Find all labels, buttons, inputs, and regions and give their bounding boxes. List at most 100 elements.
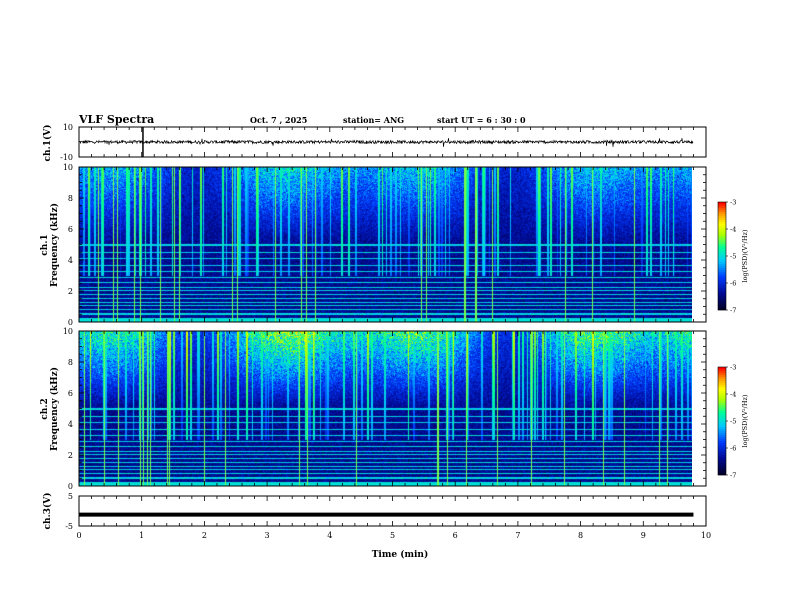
colorbar-segment bbox=[718, 206, 726, 209]
colorbar-segment bbox=[718, 264, 726, 267]
colorbar-segment bbox=[718, 441, 726, 444]
colorbar-segment bbox=[718, 208, 726, 211]
colorbar-segment bbox=[718, 248, 726, 251]
colorbar-segment bbox=[718, 445, 726, 448]
colorbar-segment bbox=[718, 433, 726, 436]
ch2-spectrogram-ylabel-channel: ch.2 bbox=[40, 398, 50, 419]
colorbar-segment bbox=[718, 238, 726, 241]
colorbar-segment bbox=[718, 258, 726, 261]
colorbar-segment bbox=[718, 463, 726, 466]
colorbar-segment bbox=[718, 236, 726, 239]
colorbar-segment bbox=[718, 375, 726, 378]
colorbar-segment bbox=[718, 379, 726, 382]
colorbar-segment bbox=[718, 228, 726, 231]
colorbar-segment bbox=[718, 216, 726, 219]
ch3-ytick-bottom: -5 bbox=[65, 522, 73, 531]
colorbar-tick-label: -3 bbox=[730, 199, 736, 207]
ch2-spectrogram-panel: 0 2 4 6 8 10 ch.2 Frequency (kHz) bbox=[40, 327, 707, 491]
x-tick-label: 2 bbox=[202, 531, 207, 540]
colorbar-segment bbox=[718, 276, 726, 279]
colorbar-segment bbox=[718, 451, 726, 454]
ch2-colorbar: -3 -4 -5 -6 -7 log(PSD)(V²/Hz) bbox=[717, 364, 749, 480]
colorbar-segment bbox=[718, 246, 726, 249]
ch1-spectrogram-panel: 0 2 4 6 8 10 ch.1 Frequency (kHz) bbox=[40, 163, 707, 327]
colorbar-segment bbox=[718, 218, 726, 221]
x-tick-label: 10 bbox=[701, 531, 711, 540]
colorbar-segment bbox=[718, 455, 726, 458]
colorbar-segment bbox=[718, 256, 726, 259]
colorbar-segment bbox=[718, 393, 726, 396]
colorbar-segment bbox=[718, 272, 726, 275]
ch2-spectrogram-ylabel-frequency: Frequency (kHz) bbox=[49, 367, 60, 451]
y-tick-label: 0 bbox=[68, 482, 73, 491]
colorbar-segment bbox=[718, 202, 726, 205]
colorbar-segment bbox=[718, 391, 726, 394]
colorbar-segment bbox=[718, 214, 726, 217]
colorbar-segment bbox=[718, 395, 726, 398]
colorbar-segment bbox=[718, 294, 726, 297]
colorbar-segment bbox=[718, 373, 726, 376]
colorbar-tick-label: -5 bbox=[730, 253, 736, 261]
colorbar-segment bbox=[718, 280, 726, 283]
colorbar-segment bbox=[718, 437, 726, 440]
ch3-waveform-panel: 5 -5 ch.3(V) 0 1 2 3 4 5 6 7 8 9 10 bbox=[42, 492, 711, 540]
y-tick-label: 0 bbox=[68, 318, 73, 327]
date-label: Oct. 7 , 2025 bbox=[250, 115, 307, 125]
ch2-spectrogram-yticks: 0 2 4 6 8 10 bbox=[63, 327, 706, 491]
colorbar-segment bbox=[718, 240, 726, 243]
colorbar-segment bbox=[718, 417, 726, 420]
colorbar-segment bbox=[718, 220, 726, 223]
colorbar-segment bbox=[718, 282, 726, 285]
colorbar-segment bbox=[718, 453, 726, 456]
y-tick-label: 10 bbox=[63, 327, 73, 336]
x-tick-label: 9 bbox=[641, 531, 646, 540]
colorbar-segment bbox=[718, 298, 726, 301]
colorbar-label: log(PSD)(V²/Hz) bbox=[741, 394, 749, 447]
colorbar-segment bbox=[718, 473, 726, 476]
colorbar-segment bbox=[718, 405, 726, 408]
colorbar-tick-label: -6 bbox=[730, 445, 736, 453]
colorbar-segment bbox=[718, 306, 726, 309]
colorbar-segment bbox=[718, 431, 726, 434]
colorbar-segment bbox=[718, 427, 726, 430]
colorbar-segment bbox=[718, 226, 726, 229]
colorbar-segment bbox=[718, 210, 726, 213]
colorbar-segment bbox=[718, 204, 726, 207]
ch1-waveform-xticks bbox=[78, 127, 707, 157]
colorbar-segment bbox=[718, 224, 726, 227]
colorbar-segment bbox=[718, 270, 726, 273]
colorbar-segment bbox=[718, 304, 726, 307]
colorbar-segment bbox=[718, 377, 726, 380]
colorbar-segment bbox=[718, 409, 726, 412]
colorbar-tick-label: -7 bbox=[730, 307, 736, 315]
colorbar-segment bbox=[718, 465, 726, 468]
ch1-waveform-ylabel: ch.1(V) bbox=[42, 125, 53, 162]
colorbar-segment bbox=[718, 389, 726, 392]
colorbar-segment bbox=[718, 308, 726, 311]
colorbar-segment bbox=[718, 459, 726, 462]
colorbar-segment bbox=[718, 367, 726, 370]
colorbar-segment bbox=[718, 457, 726, 460]
x-tick-label: 5 bbox=[390, 531, 395, 540]
colorbar-tick-label: -5 bbox=[730, 418, 736, 426]
x-tick-label: 4 bbox=[327, 531, 332, 540]
colorbar-segment bbox=[718, 230, 726, 233]
colorbar-segment bbox=[718, 397, 726, 400]
colorbar-segment bbox=[718, 415, 726, 418]
ch1-colorbar: -3 -4 -5 -6 -7 log(PSD)(V²/Hz) bbox=[717, 199, 749, 315]
y-tick-label: 8 bbox=[68, 194, 73, 203]
colorbar-segment bbox=[718, 254, 726, 257]
colorbar-segment bbox=[718, 371, 726, 374]
colorbar-segment bbox=[718, 278, 726, 281]
ch3-ytick-top: 5 bbox=[68, 492, 73, 501]
y-tick-label: 2 bbox=[68, 287, 73, 296]
colorbar-tick-label: -6 bbox=[730, 280, 736, 288]
colorbar-segment bbox=[718, 425, 726, 428]
colorbar-segment bbox=[718, 266, 726, 269]
y-tick-label: 4 bbox=[68, 256, 73, 265]
colorbar-segment bbox=[718, 302, 726, 305]
ch1-spectrogram-ylabel-frequency: Frequency (kHz) bbox=[49, 203, 60, 287]
y-tick-label: 4 bbox=[68, 420, 73, 429]
colorbar-segment bbox=[718, 469, 726, 472]
